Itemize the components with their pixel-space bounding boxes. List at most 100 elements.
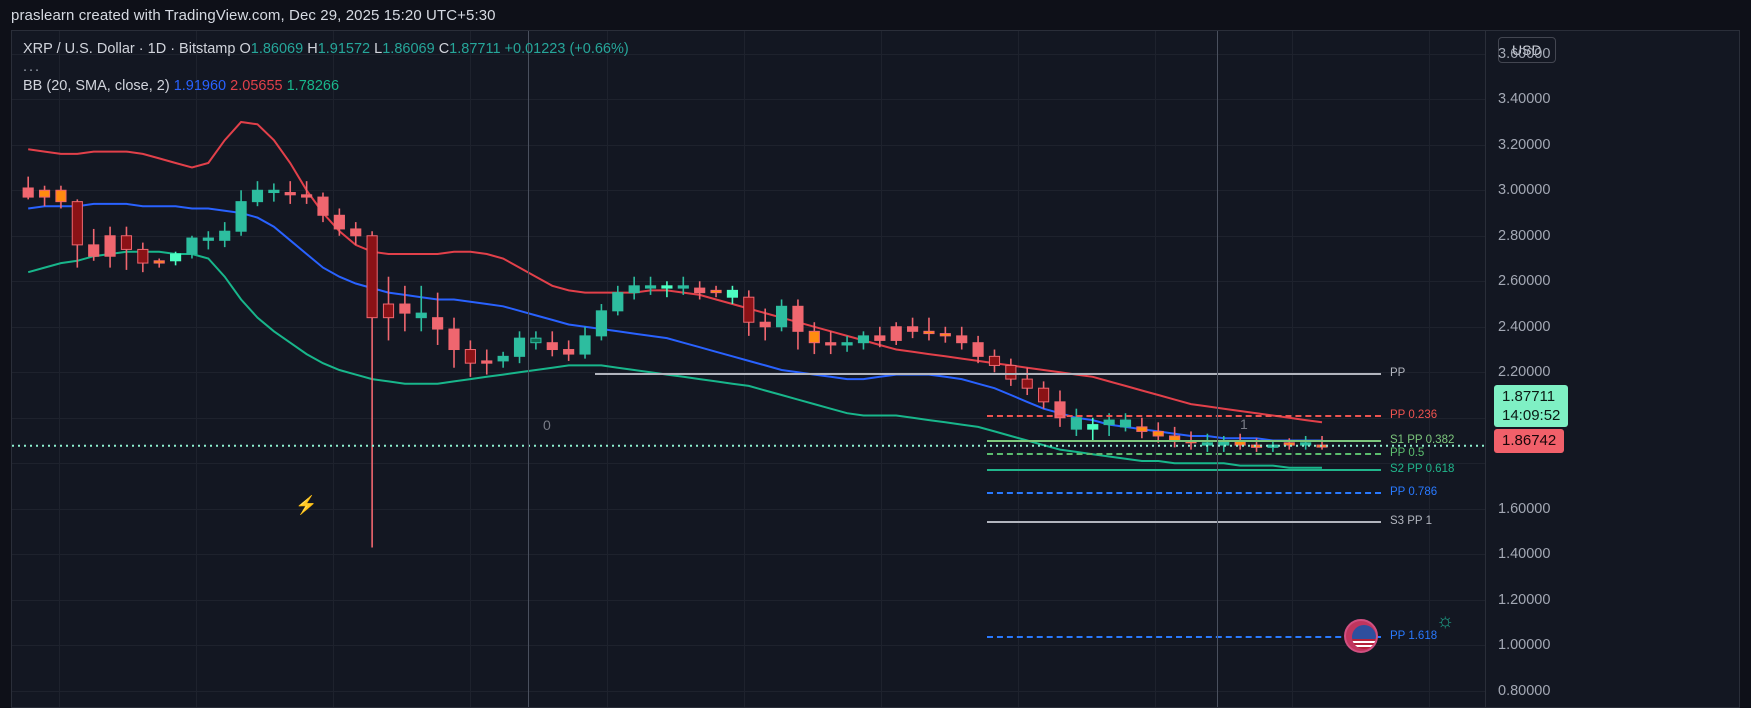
candle-body[interactable]	[694, 287, 706, 294]
currency-badge[interactable]: USD	[1498, 37, 1556, 63]
candle-body[interactable]	[661, 285, 673, 289]
candle-body[interactable]	[88, 244, 100, 257]
grid-line-vertical	[59, 31, 60, 707]
candle-body[interactable]	[268, 189, 280, 194]
legend-open-value: 1.86069	[250, 41, 304, 57]
candle-body[interactable]	[857, 335, 870, 344]
candle-body[interactable]	[710, 289, 722, 294]
candle-body[interactable]	[120, 235, 133, 250]
candle-body[interactable]	[1316, 444, 1328, 448]
pivot-level-label: PP 0.5	[1390, 447, 1425, 460]
candle-body[interactable]	[874, 335, 886, 341]
page-caption: praslearn created with TradingView.com, …	[11, 7, 496, 24]
candle-body[interactable]	[186, 237, 198, 255]
lightning-bolt-icon: ⚡	[295, 495, 318, 515]
candle-body[interactable]	[792, 305, 804, 332]
grid-line-vertical	[1292, 31, 1293, 707]
candle-body[interactable]	[55, 189, 67, 203]
candle-body[interactable]	[399, 303, 411, 314]
candle-body[interactable]	[579, 335, 591, 355]
candle-body[interactable]	[956, 335, 968, 344]
legend-bb-row[interactable]: BB (20, SMA, close, 2) 1.91960 2.05655 1…	[23, 75, 629, 97]
grid-line-horizontal	[12, 235, 1486, 237]
candle-body[interactable]	[202, 237, 214, 241]
candle-body[interactable]	[153, 260, 165, 264]
candle-body[interactable]	[530, 337, 542, 344]
candle-body[interactable]	[923, 330, 935, 335]
candle-body[interactable]	[284, 192, 296, 196]
candle-body[interactable]	[317, 196, 329, 216]
candle-body[interactable]	[1152, 430, 1164, 437]
candle-body[interactable]	[628, 285, 640, 294]
candle-body[interactable]	[301, 194, 313, 198]
grid-line-horizontal	[12, 554, 1486, 556]
candle-body[interactable]	[907, 326, 919, 332]
candle-body[interactable]	[251, 189, 264, 203]
legend-low-label: L	[374, 41, 383, 57]
candle-body[interactable]	[890, 326, 902, 341]
bb-upper-value: 2.05655	[230, 78, 283, 94]
price-scale[interactable]: USD 3.60000 3.40000 3.20000 3.00000 2.80000 2…	[1485, 31, 1739, 707]
sun-brightness-icon[interactable]: ☼	[1436, 610, 1455, 632]
candle-body[interactable]	[841, 342, 853, 346]
grid-line-vertical	[1018, 31, 1019, 707]
candle-body[interactable]	[415, 312, 427, 319]
candle-body[interactable]	[1038, 387, 1050, 403]
legend-symbol-row[interactable]: XRP / U.S. Dollar · 1D · Bitstamp O1.860…	[23, 39, 629, 59]
candle-body[interactable]	[775, 305, 788, 328]
pivot-level-line	[987, 469, 1381, 472]
candle-body[interactable]	[988, 355, 1001, 366]
candle-body[interactable]	[104, 235, 116, 257]
candle-body[interactable]	[1054, 401, 1066, 419]
candle-body[interactable]	[1070, 417, 1082, 430]
candle-body[interactable]	[743, 296, 755, 323]
candle-body[interactable]	[1021, 378, 1033, 389]
bb-basis-value: 1.91960	[173, 78, 227, 94]
candle-body[interactable]	[464, 349, 476, 364]
candle-body[interactable]	[759, 321, 771, 328]
candle-body[interactable]	[366, 235, 378, 319]
legend-ellipsis[interactable]: ...	[23, 59, 42, 75]
candle-body[interactable]	[382, 303, 395, 319]
candle-body[interactable]	[563, 349, 575, 355]
candle-body[interactable]	[432, 317, 444, 330]
candle-body[interactable]	[1136, 426, 1148, 432]
price-tick: 1.20000	[1498, 591, 1551, 608]
candle-body[interactable]	[612, 292, 624, 312]
legend-open-label: O	[239, 41, 251, 57]
candle-body[interactable]	[1119, 419, 1132, 428]
candle-body[interactable]	[513, 337, 526, 357]
chart-plot-area[interactable]: PP PP 0.236 S1 PP 0.382 PP 0.5 S2 PP 0.618 PP…	[12, 31, 1486, 707]
candle-body[interactable]	[71, 201, 83, 246]
candle-body[interactable]	[38, 189, 51, 198]
candle-body[interactable]	[1005, 364, 1017, 380]
grid-line-vertical	[744, 31, 745, 707]
candle-body[interactable]	[939, 333, 951, 337]
candle-body[interactable]	[546, 342, 558, 351]
candle-body[interactable]	[1283, 442, 1295, 446]
candle-body[interactable]	[219, 230, 231, 241]
pivot-level-label: PP 0.236	[1390, 408, 1438, 421]
candle-body[interactable]	[350, 228, 362, 237]
candle-body[interactable]	[677, 285, 689, 289]
price-tick: 2.80000	[1498, 227, 1551, 244]
candle-body[interactable]	[726, 289, 739, 298]
price-tick: 3.00000	[1498, 182, 1551, 199]
candle-body[interactable]	[448, 328, 460, 351]
candle-body[interactable]	[235, 201, 247, 232]
candle-body[interactable]	[170, 253, 182, 262]
candle-body[interactable]	[333, 214, 345, 230]
candle-body[interactable]	[497, 355, 509, 362]
candle-body[interactable]	[595, 310, 607, 337]
candle-body[interactable]	[1300, 442, 1312, 446]
candle-body[interactable]	[644, 285, 657, 289]
candle-body[interactable]	[1103, 419, 1115, 426]
candle-body[interactable]	[22, 187, 34, 198]
candle-body[interactable]	[808, 330, 820, 344]
candle-body[interactable]	[137, 248, 149, 264]
candle-body[interactable]	[481, 360, 493, 364]
candle-body[interactable]	[972, 342, 984, 357]
candle-body[interactable]	[825, 342, 837, 346]
candle-body[interactable]	[1087, 424, 1099, 430]
